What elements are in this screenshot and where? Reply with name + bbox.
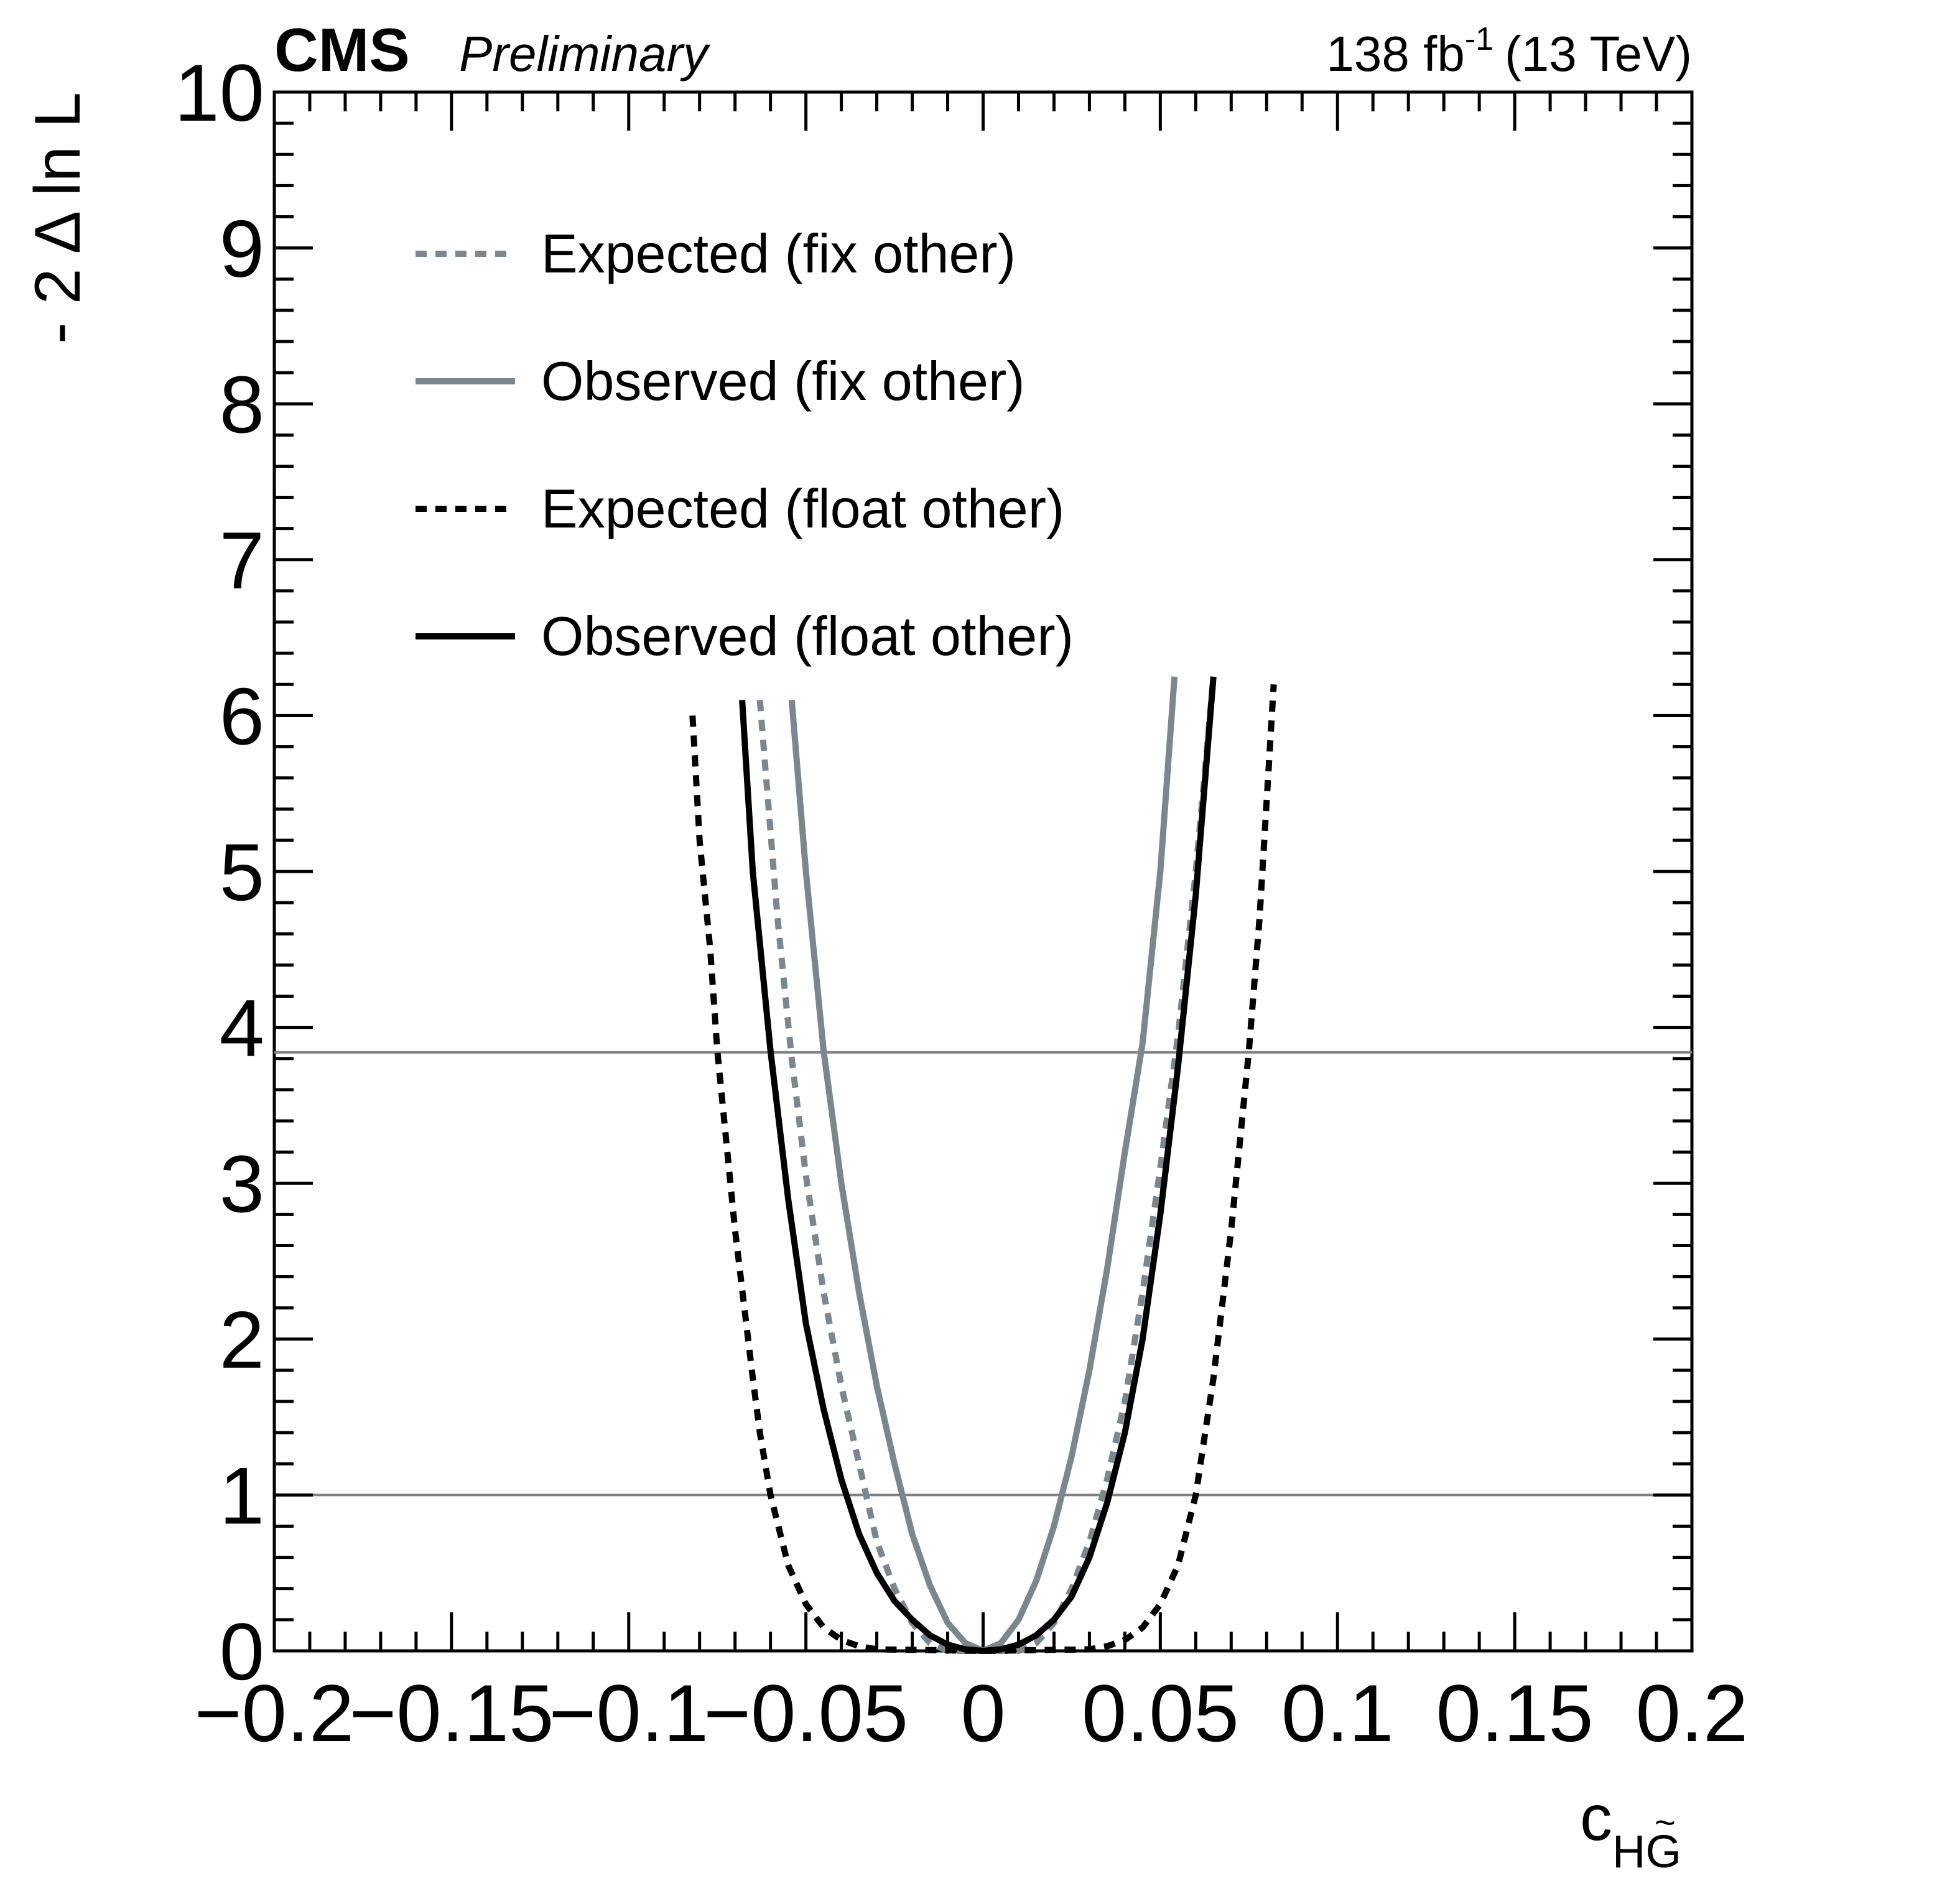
plot-area [272, 90, 1694, 1654]
axis-ticks [272, 90, 1694, 1653]
x-axis-title: cHG [1580, 1782, 1681, 1877]
x-tick-label: 0.1 [1281, 1668, 1394, 1759]
x-tick-label: −0.1 [549, 1668, 708, 1759]
y-tick-label: 1 [220, 1450, 264, 1541]
y-tick-label: 5 [220, 827, 264, 918]
y-tick-label: 0 [220, 1606, 264, 1697]
x-tick-label: 0.15 [1436, 1668, 1594, 1759]
x-tick-label: 0.2 [1636, 1668, 1749, 1759]
y-tick-label: 3 [220, 1138, 264, 1229]
status-label: Preliminary [459, 26, 711, 81]
x-axis-title-subscript: HG [1612, 1826, 1681, 1877]
legend-label: Observed (fix other) [541, 350, 1025, 412]
curve-expected-float-other [689, 684, 1277, 1654]
x-tick-label: −0.05 [704, 1668, 908, 1759]
lumi-value: 138 fb [1326, 26, 1464, 81]
x-tick-label: −0.15 [349, 1668, 554, 1759]
energy-value: (13 TeV) [1505, 26, 1692, 81]
y-tick-label: 6 [220, 671, 264, 761]
y-tick-label: 10 [174, 47, 264, 138]
curve-observed-float-other [739, 676, 1217, 1654]
reference-lines [274, 1051, 1692, 1497]
lumi-exponent: -1 [1465, 21, 1493, 57]
x-tick-label: −0.2 [195, 1668, 355, 1759]
y-tick-label: 9 [220, 203, 264, 294]
legend: Expected (fix other) Observed (fix other)… [416, 223, 1074, 667]
y-axis-title: - 2 Δ ln L [22, 92, 94, 344]
legend-label: Expected (fix other) [541, 223, 1016, 284]
y-tick-label: 4 [220, 983, 264, 1074]
x-tick-label: 0 [960, 1668, 1005, 1759]
likelihood-curves [689, 676, 1277, 1654]
y-tick-label: 2 [220, 1294, 264, 1385]
x-axis-title-main: c [1580, 1782, 1612, 1854]
experiment-label: CMS [274, 16, 410, 84]
x-axis-title-accent: ~ [1655, 1803, 1676, 1843]
y-tick-label: 7 [220, 515, 264, 606]
legend-label: Observed (float other) [541, 605, 1074, 667]
tick-labels: −0.2−0.15−0.1−0.05 0 0.05 0.1 0.15 0.2 0 1 2 3 4 5 6… [174, 47, 1748, 1759]
y-tick-label: 8 [220, 359, 264, 450]
x-tick-label: 0.05 [1082, 1668, 1239, 1759]
legend-label: Expected (float other) [541, 478, 1064, 539]
lumi-label: 138 fb-1 (13 TeV) [1326, 21, 1692, 81]
